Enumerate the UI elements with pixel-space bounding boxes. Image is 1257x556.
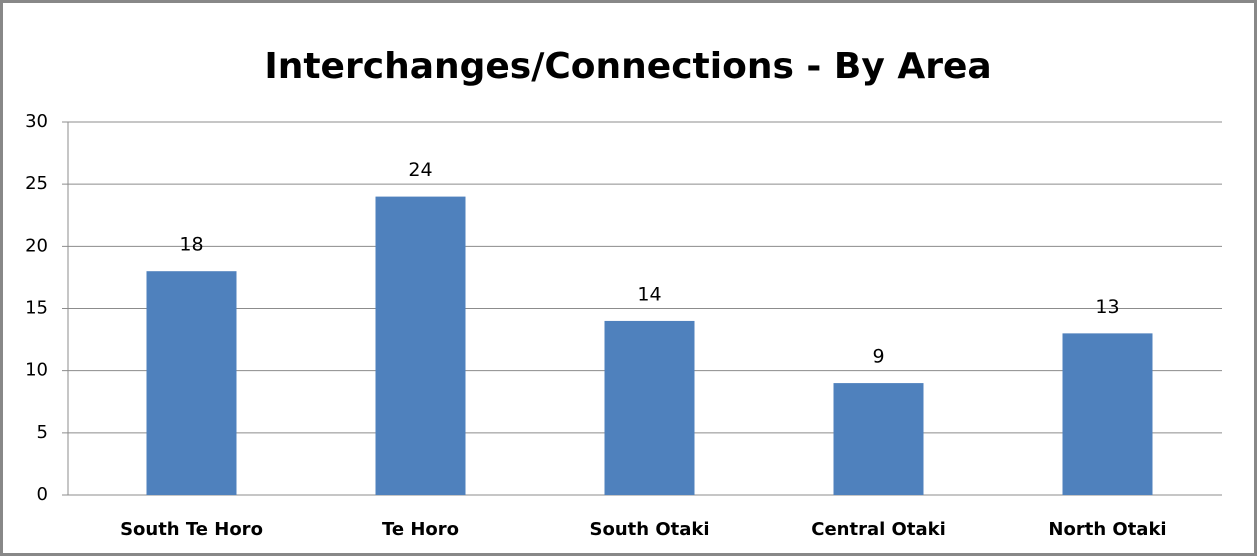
data-label: 14 bbox=[637, 283, 661, 305]
y-tick-label: 0 bbox=[37, 484, 48, 505]
bar bbox=[833, 383, 924, 495]
data-label: 13 bbox=[1095, 296, 1119, 318]
bar bbox=[146, 271, 237, 495]
bar bbox=[375, 196, 466, 495]
x-tick-label: South Te Horo bbox=[120, 519, 263, 540]
y-tick-label: 25 bbox=[25, 173, 48, 194]
x-tick-label: North Otaki bbox=[1048, 519, 1166, 540]
x-tick-label: Te Horo bbox=[382, 519, 459, 540]
y-tick-label: 15 bbox=[25, 298, 48, 319]
data-label: 18 bbox=[179, 234, 203, 256]
bar bbox=[1062, 333, 1153, 495]
y-tick-label: 10 bbox=[25, 360, 48, 381]
y-tick-label: 20 bbox=[25, 235, 48, 256]
y-tick-label: 30 bbox=[25, 111, 48, 132]
data-label: 24 bbox=[408, 159, 432, 181]
x-tick-label: South Otaki bbox=[589, 519, 709, 540]
data-label: 9 bbox=[872, 346, 884, 368]
bar bbox=[604, 320, 695, 495]
x-tick-label: Central Otaki bbox=[811, 519, 946, 540]
chart-title: Interchanges/Connections - By Area bbox=[264, 46, 991, 87]
y-tick-label: 5 bbox=[37, 422, 48, 443]
